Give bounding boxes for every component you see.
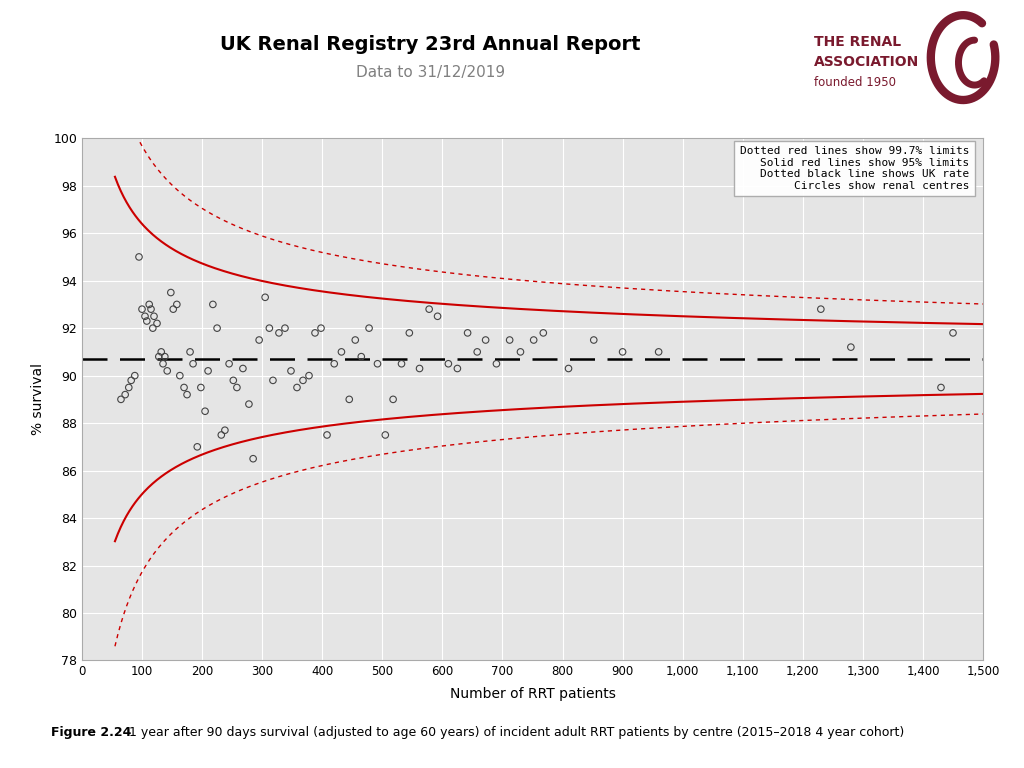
- Point: [469, 346, 485, 358]
- Point: [163, 286, 179, 299]
- Point: [813, 303, 829, 316]
- Point: [153, 346, 169, 358]
- Point: [326, 358, 342, 370]
- Point: [169, 298, 185, 310]
- Point: [333, 346, 349, 358]
- Point: [347, 334, 364, 346]
- Y-axis label: % survival: % survival: [31, 363, 45, 435]
- Point: [145, 310, 162, 323]
- Point: [318, 429, 335, 441]
- Point: [113, 393, 129, 406]
- Point: [165, 303, 181, 316]
- Point: [205, 298, 221, 310]
- Text: Data to 31/12/2019: Data to 31/12/2019: [355, 65, 505, 81]
- Text: ASSOCIATION: ASSOCIATION: [814, 55, 920, 69]
- Point: [217, 424, 233, 436]
- Point: [488, 358, 505, 370]
- Point: [148, 317, 165, 329]
- Point: [241, 398, 257, 410]
- Point: [460, 326, 476, 339]
- Point: [123, 374, 139, 386]
- Point: [151, 350, 167, 362]
- Point: [370, 358, 386, 370]
- Point: [185, 358, 202, 370]
- Point: [245, 452, 261, 465]
- X-axis label: Number of RRT patients: Number of RRT patients: [450, 687, 615, 700]
- Point: [307, 326, 324, 339]
- Point: [283, 365, 299, 377]
- Point: [393, 358, 410, 370]
- Point: [131, 251, 147, 263]
- Point: [295, 374, 311, 386]
- Point: [142, 303, 159, 316]
- Point: [193, 382, 209, 394]
- Point: [197, 405, 213, 417]
- Point: [450, 362, 466, 375]
- Point: [172, 369, 188, 382]
- Point: [650, 346, 667, 358]
- Point: [512, 346, 528, 358]
- Text: UK Renal Registry 23rd Annual Report: UK Renal Registry 23rd Annual Report: [220, 35, 640, 54]
- Text: founded 1950: founded 1950: [814, 76, 896, 89]
- Point: [933, 382, 949, 394]
- Point: [127, 369, 143, 382]
- Point: [353, 350, 370, 362]
- Point: [155, 358, 171, 370]
- Text: Figure 2.24: Figure 2.24: [51, 726, 131, 739]
- Point: [257, 291, 273, 303]
- Point: [179, 389, 196, 401]
- Point: [176, 382, 193, 394]
- Point: [138, 315, 155, 327]
- Point: [477, 334, 494, 346]
- Point: [502, 334, 518, 346]
- Point: [228, 382, 245, 394]
- Point: [289, 382, 305, 394]
- Point: [159, 365, 175, 377]
- Text: 1 year after 90 days survival (adjusted to age 60 years) of incident adult RRT p: 1 year after 90 days survival (adjusted …: [125, 726, 904, 739]
- Point: [251, 334, 267, 346]
- Text: Dotted red lines show 99.7% limits
Solid red lines show 95% limits
Dotted black : Dotted red lines show 99.7% limits Solid…: [740, 146, 970, 191]
- Point: [234, 362, 251, 375]
- Point: [341, 393, 357, 406]
- Point: [225, 374, 242, 386]
- Point: [200, 365, 216, 377]
- Point: [401, 326, 418, 339]
- Point: [312, 322, 329, 334]
- Point: [189, 441, 206, 453]
- Point: [360, 322, 377, 334]
- Point: [117, 389, 133, 401]
- Point: [843, 341, 859, 353]
- Point: [157, 350, 173, 362]
- Point: [525, 334, 542, 346]
- Point: [144, 322, 161, 334]
- Point: [213, 429, 229, 441]
- Point: [209, 322, 225, 334]
- Point: [134, 303, 151, 316]
- Point: [945, 326, 962, 339]
- Point: [421, 303, 437, 316]
- Point: [412, 362, 428, 375]
- Point: [614, 346, 631, 358]
- Point: [301, 369, 317, 382]
- Point: [221, 358, 238, 370]
- Point: [270, 326, 287, 339]
- Point: [121, 382, 137, 394]
- Text: THE RENAL: THE RENAL: [814, 35, 901, 48]
- Point: [536, 326, 552, 339]
- Point: [137, 310, 154, 323]
- Point: [586, 334, 602, 346]
- Point: [429, 310, 445, 323]
- Point: [276, 322, 293, 334]
- Point: [182, 346, 199, 358]
- Point: [377, 429, 393, 441]
- Point: [560, 362, 577, 375]
- Point: [265, 374, 282, 386]
- Point: [385, 393, 401, 406]
- Point: [440, 358, 457, 370]
- Point: [261, 322, 278, 334]
- Point: [141, 298, 158, 310]
